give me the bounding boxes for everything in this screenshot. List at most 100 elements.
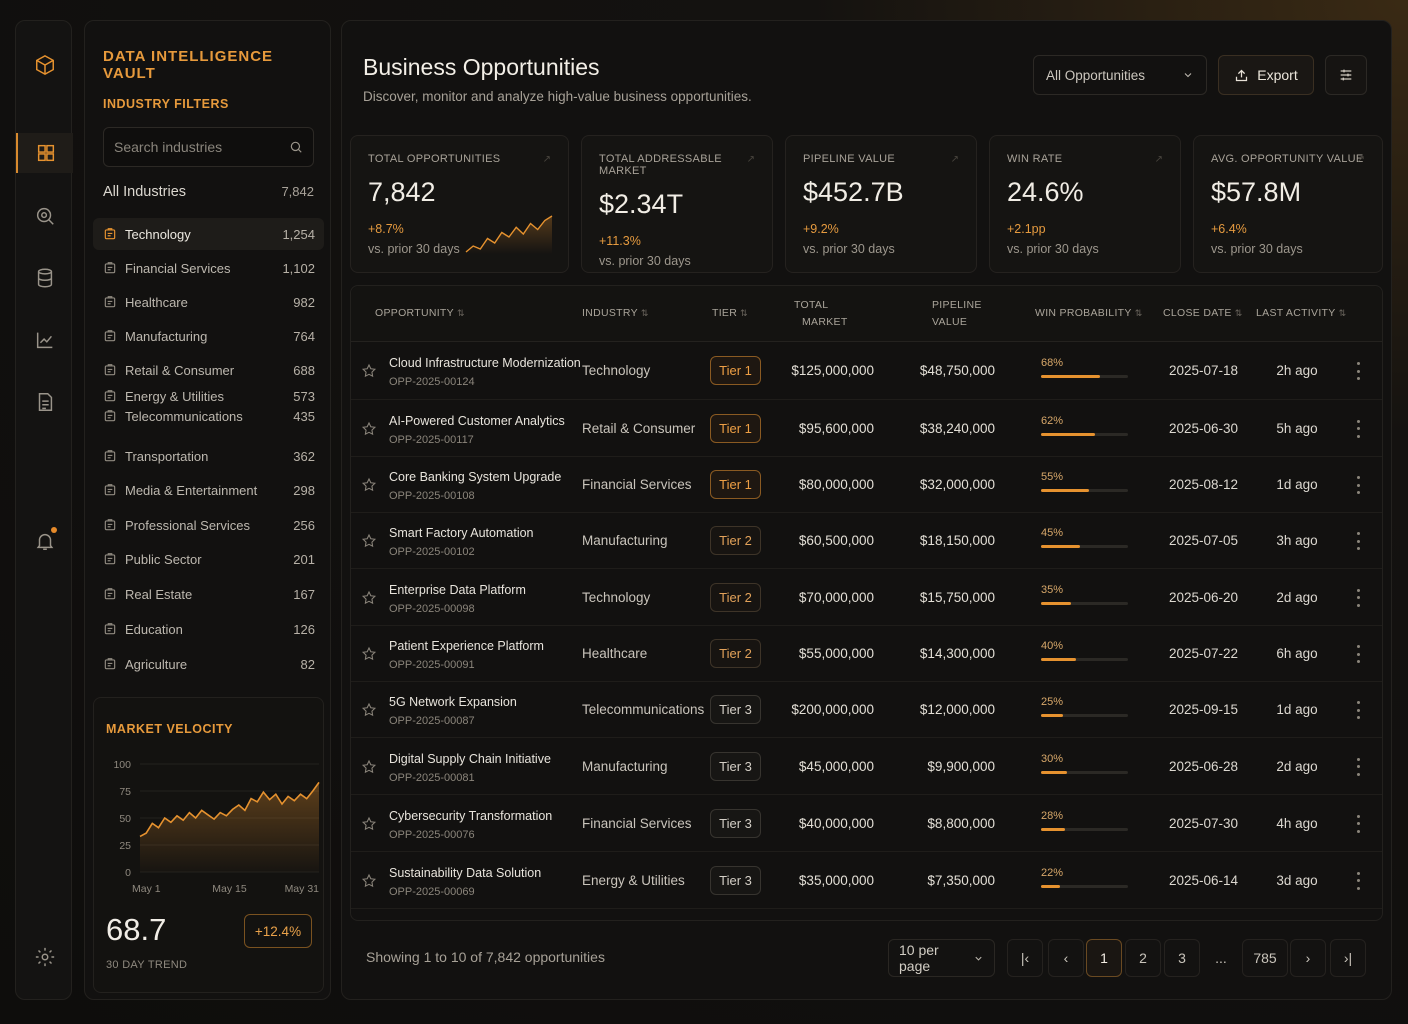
industry-item[interactable]: Financial Services 1,102	[93, 252, 324, 284]
industry-item[interactable]: Energy & Utilities 573	[93, 386, 324, 406]
star-icon[interactable]	[361, 759, 377, 775]
bell-icon[interactable]	[16, 521, 73, 561]
col-close-date[interactable]: CLOSE DATE ⇅	[1163, 307, 1243, 319]
last-page-button[interactable]: ›|	[1330, 939, 1366, 977]
industry-item[interactable]: Healthcare 982	[93, 286, 324, 318]
kpi-card[interactable]: TOTAL OPPORTUNITIES 7,842 +8.7% vs. prior 3…	[350, 135, 569, 273]
market-velocity-card: MARKET VELOCITY 100 75 50 25 0 May 1 May 15 May…	[93, 697, 324, 993]
win-probability-label: 22%	[1041, 866, 1064, 879]
tier-badge: Tier 3	[710, 751, 761, 781]
table-row[interactable]: Cybersecurity Transformation OPP-2025-000…	[351, 795, 1382, 852]
row-more-menu[interactable]	[1351, 645, 1365, 663]
document-icon[interactable]	[16, 382, 73, 422]
industry-item[interactable]: Agriculture 82	[93, 648, 324, 680]
star-icon[interactable]	[361, 533, 377, 549]
per-page-select[interactable]: 10 per page	[888, 939, 995, 977]
page-button[interactable]: 785	[1242, 939, 1288, 977]
industry-item[interactable]: Retail & Consumer 688	[93, 354, 324, 386]
database-icon[interactable]	[16, 258, 73, 298]
page-button[interactable]: 1	[1086, 939, 1122, 977]
row-more-menu[interactable]	[1351, 588, 1365, 607]
industry-item[interactable]: Real Estate 167	[93, 578, 324, 610]
settings-gear-icon[interactable]	[16, 937, 73, 977]
col-opportunity[interactable]: OPPORTUNITY ⇅	[375, 307, 465, 319]
col-last-activity[interactable]: LAST ACTIVITY ⇅	[1256, 307, 1347, 319]
industry-item[interactable]: Transportation 362	[93, 440, 324, 472]
row-more-menu[interactable]	[1351, 476, 1365, 494]
col-tam[interactable]: TOTAL MARKET	[794, 297, 848, 331]
row-more-menu[interactable]	[1351, 871, 1365, 890]
more-dot	[1356, 652, 1360, 656]
row-total-market: $125,000,000	[791, 363, 874, 378]
industry-search-input[interactable]: Search industries	[103, 127, 314, 167]
prev-page-button[interactable]: ‹	[1048, 939, 1084, 977]
star-icon[interactable]	[361, 590, 377, 606]
row-more-menu[interactable]	[1351, 362, 1365, 380]
row-more-menu[interactable]	[1351, 419, 1365, 438]
industry-item[interactable]: Telecommunications 435	[93, 406, 324, 426]
star-icon[interactable]	[361, 646, 377, 662]
dashboard-icon[interactable]	[16, 133, 73, 173]
table-row[interactable]: Cloud Infrastructure Modernization OPP-20…	[351, 342, 1382, 400]
table-row[interactable]: Sustainability Data Solution OPP-2025-000…	[351, 852, 1382, 909]
table-row[interactable]: Core Banking System Upgrade OPP-2025-0010…	[351, 457, 1382, 513]
table-row[interactable]: Enterprise Data Platform OPP-2025-00098 Te…	[351, 569, 1382, 626]
nav-rail	[15, 20, 73, 1000]
star-icon[interactable]	[361, 702, 377, 718]
first-page-button[interactable]: |‹	[1007, 939, 1043, 977]
filter-settings-button[interactable]	[1325, 55, 1367, 95]
star-icon[interactable]	[361, 873, 377, 889]
table-row[interactable]: 5G Network Expansion OPP-2025-00087 Teleco…	[351, 682, 1382, 738]
star-icon[interactable]	[361, 421, 377, 437]
col-pipeline[interactable]: PIPELINE VALUE	[932, 297, 982, 331]
table-row[interactable]: AI-Powered Customer Analytics OPP-2025-00…	[351, 400, 1382, 457]
briefcase-icon	[104, 228, 116, 240]
page-button[interactable]: 2	[1125, 939, 1161, 977]
industry-label: Energy & Utilities	[125, 388, 224, 404]
more-dot	[1356, 879, 1360, 882]
star-icon[interactable]	[361, 816, 377, 832]
more-dot	[1356, 369, 1360, 373]
row-more-menu[interactable]	[1351, 532, 1365, 550]
row-more-menu[interactable]	[1351, 701, 1365, 719]
industry-item[interactable]: Media & Entertainment 298	[93, 474, 324, 506]
chart-line-icon[interactable]	[16, 320, 73, 360]
row-more-menu[interactable]	[1351, 757, 1365, 776]
table-row[interactable]: Digital Supply Chain Initiative OPP-2025-…	[351, 738, 1382, 795]
opportunity-name: Core Banking System Upgrade	[389, 470, 562, 484]
kpi-card[interactable]: TOTAL ADDRESSABLE MARKET $2.34T +11.3% vs. …	[581, 135, 773, 273]
star-icon[interactable]	[361, 363, 377, 379]
industry-item[interactable]: Manufacturing 764	[93, 320, 324, 352]
search-analytics-icon[interactable]	[16, 196, 73, 236]
industry-item[interactable]: Education 126	[93, 613, 324, 645]
film-icon	[104, 484, 116, 496]
col-win-probability[interactable]: WIN PROBABILITY ⇅	[1035, 307, 1143, 319]
kpi-value: $57.8M	[1211, 177, 1302, 207]
cube-logo-icon[interactable]	[16, 45, 73, 85]
win-probability-bar	[1041, 770, 1128, 774]
table-row[interactable]: Patient Experience Platform OPP-2025-0009…	[351, 626, 1382, 682]
kpi-card[interactable]: PIPELINE VALUE $452.7B +9.2% vs. prior 30 d…	[785, 135, 977, 273]
win-probability-label: 25%	[1041, 696, 1064, 708]
page-button[interactable]: 3	[1164, 939, 1200, 977]
col-industry[interactable]: INDUSTRY ⇅	[582, 307, 649, 319]
industry-item[interactable]: Public Sector 201	[93, 543, 324, 575]
table-row[interactable]: Smart Factory Automation OPP-2025-00102 Ma…	[351, 513, 1382, 569]
row-more-menu[interactable]	[1351, 814, 1365, 833]
next-page-button[interactable]: ›	[1290, 939, 1326, 977]
kpi-compare: vs. prior 30 days	[368, 242, 460, 256]
industry-item[interactable]: Technology 1,254	[93, 218, 324, 250]
star-icon[interactable]	[361, 477, 377, 493]
export-button[interactable]: Export	[1218, 55, 1314, 95]
kpi-card[interactable]: AVG. OPPORTUNITY VALUE $57.8M +6.4% vs. pri…	[1193, 135, 1383, 273]
row-pipeline-value: $8,800,000	[927, 815, 995, 831]
industry-item[interactable]: Professional Services 256	[93, 509, 324, 541]
kpi-card[interactable]: WIN RATE 24.6% +2.1pp vs. prior 30 days ↗	[989, 135, 1181, 273]
col-tier[interactable]: TIER ⇅	[712, 307, 748, 319]
graduation-cap-icon	[104, 623, 116, 635]
opportunity-filter-dropdown[interactable]: All Opportunities	[1033, 55, 1207, 95]
opportunity-id: OPP-2025-00076	[389, 828, 475, 841]
industry-label: Healthcare	[125, 294, 188, 310]
col-opportunity-label: OPPORTUNITY	[375, 307, 454, 319]
all-industries-item[interactable]: All Industries 7,842	[103, 184, 314, 200]
